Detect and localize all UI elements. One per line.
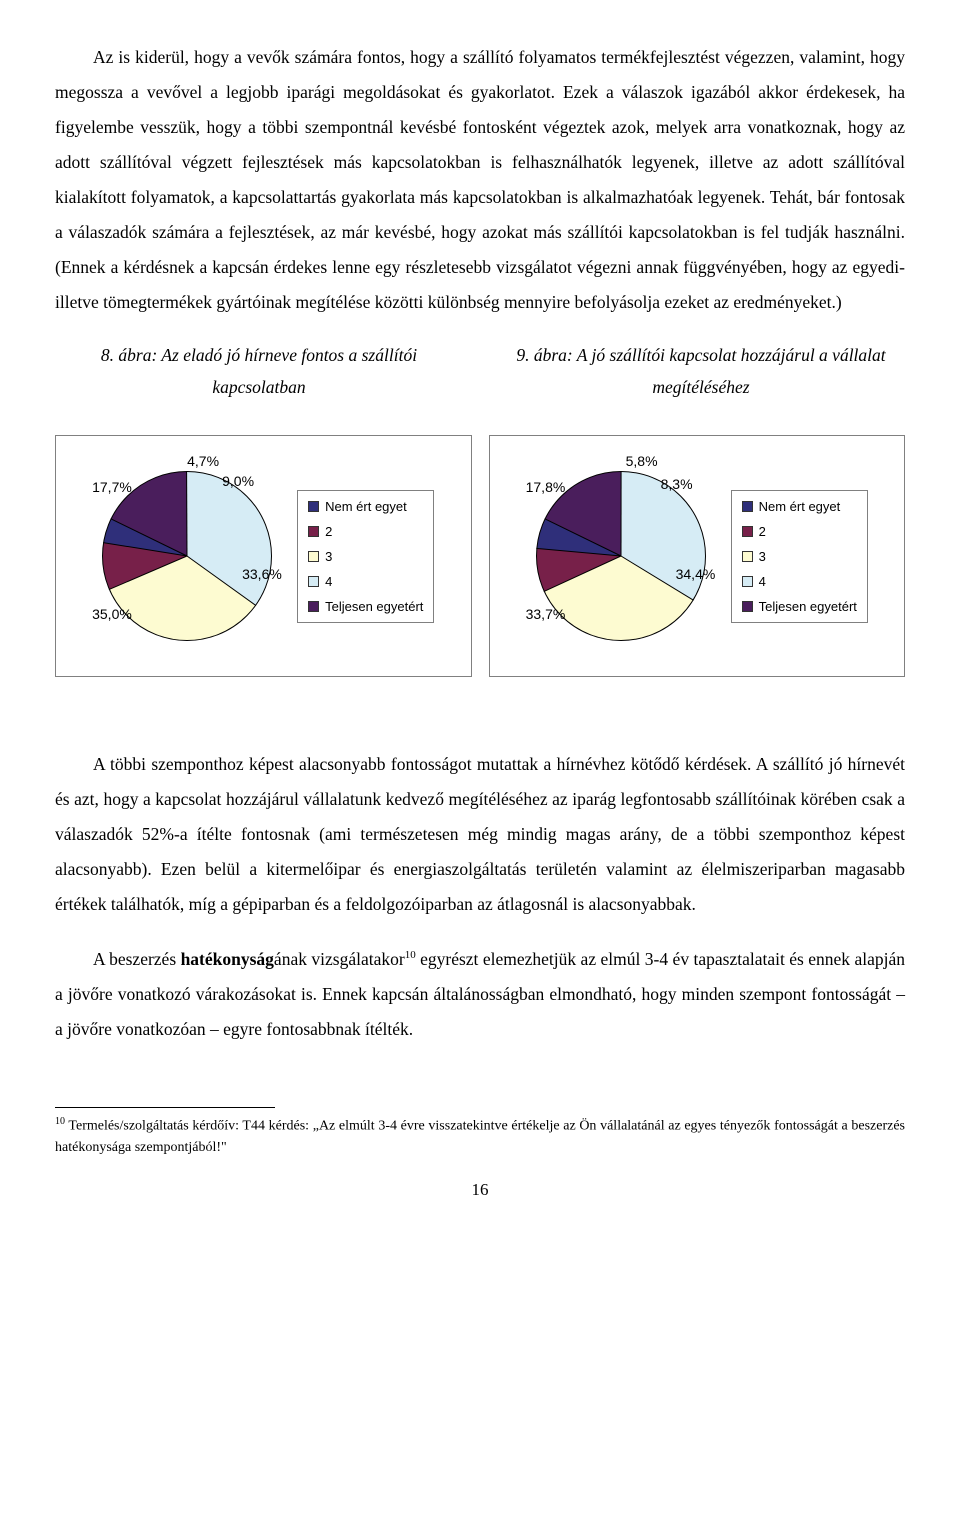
legend-swatch bbox=[308, 601, 319, 612]
pie-chart-9: 17,8% 5,8% 8,3% 34,4% 33,7% bbox=[526, 461, 716, 651]
p3-part-a: A beszerzés bbox=[93, 949, 181, 969]
p3-part-c: ának vizsgálatakor bbox=[274, 949, 405, 969]
legend-swatch bbox=[308, 501, 319, 512]
legend-label: Teljesen egyetért bbox=[325, 599, 423, 614]
legend-label: 4 bbox=[759, 574, 766, 589]
legend-item: 3 bbox=[742, 549, 857, 564]
p3-bold: hatékonyság bbox=[181, 949, 274, 969]
legend-item: Teljesen egyetért bbox=[308, 599, 423, 614]
legend-item: 2 bbox=[742, 524, 857, 539]
legend-label: Nem ért egyet bbox=[759, 499, 841, 514]
legend-swatch bbox=[308, 576, 319, 587]
legend-swatch bbox=[742, 601, 753, 612]
body-paragraph-2: A többi szemponthoz képest alacsonyabb f… bbox=[55, 747, 905, 922]
pie9-label-2: 8,3% bbox=[661, 476, 693, 492]
legend-swatch bbox=[742, 501, 753, 512]
figure-9-caption: 9. ábra: A jó szállítói kapcsolat hozzáj… bbox=[497, 340, 905, 403]
pie8-label-0: 17,7% bbox=[92, 479, 132, 495]
pie8-label-2: 9,0% bbox=[222, 473, 254, 489]
legend-item: Nem ért egyet bbox=[742, 499, 857, 514]
legend-item: 3 bbox=[308, 549, 423, 564]
legend-swatch bbox=[742, 526, 753, 537]
legend-label: 3 bbox=[759, 549, 766, 564]
legend-item: Teljesen egyetért bbox=[742, 599, 857, 614]
figure-8-caption: 8. ábra: Az eladó jó hírneve fontos a sz… bbox=[55, 340, 463, 403]
legend-label: 4 bbox=[325, 574, 332, 589]
charts-row: 17,7% 4,7% 9,0% 33,6% 35,0% Nem ért egye… bbox=[55, 425, 905, 687]
pie9-label-1: 5,8% bbox=[626, 453, 658, 469]
legend-label: 3 bbox=[325, 549, 332, 564]
legend-item: Nem ért egyet bbox=[308, 499, 423, 514]
footnote-number: 10 bbox=[55, 1116, 65, 1127]
figure-8-box: 17,7% 4,7% 9,0% 33,6% 35,0% Nem ért egye… bbox=[55, 435, 472, 677]
body-paragraph-1: Az is kiderül, hogy a vevők számára font… bbox=[55, 40, 905, 320]
legend-item: 4 bbox=[742, 574, 857, 589]
footnote-text: Termelés/szolgáltatás kérdőív: T44 kérdé… bbox=[55, 1119, 905, 1155]
pie-chart-8: 17,7% 4,7% 9,0% 33,6% 35,0% bbox=[92, 461, 282, 651]
body-paragraph-3: A beszerzés hatékonyságának vizsgálatako… bbox=[55, 942, 905, 1047]
pie8-label-3: 33,6% bbox=[242, 566, 282, 582]
pie9-label-0: 17,8% bbox=[526, 479, 566, 495]
footnote-10: 10 Termelés/szolgáltatás kérdőív: T44 ké… bbox=[55, 1114, 905, 1158]
legend-item: 2 bbox=[308, 524, 423, 539]
legend-9: Nem ért egyet 2 3 4 Teljesen egyetért bbox=[731, 490, 868, 623]
footnote-separator bbox=[55, 1107, 275, 1108]
legend-label: 2 bbox=[759, 524, 766, 539]
legend-swatch bbox=[308, 526, 319, 537]
legend-label: Teljesen egyetért bbox=[759, 599, 857, 614]
page-number: 16 bbox=[55, 1180, 905, 1200]
legend-swatch bbox=[742, 576, 753, 587]
legend-swatch bbox=[742, 551, 753, 562]
figure-9-box: 17,8% 5,8% 8,3% 34,4% 33,7% Nem ért egye… bbox=[489, 435, 906, 677]
legend-8: Nem ért egyet 2 3 4 Teljesen egyetért bbox=[297, 490, 434, 623]
footnote-ref-10: 10 bbox=[405, 949, 416, 961]
pie9-label-3: 34,4% bbox=[676, 566, 716, 582]
pie8-label-1: 4,7% bbox=[187, 453, 219, 469]
legend-label: Nem ért egyet bbox=[325, 499, 407, 514]
pie8-label-4: 35,0% bbox=[92, 606, 132, 622]
legend-swatch bbox=[308, 551, 319, 562]
pie9-label-4: 33,7% bbox=[526, 606, 566, 622]
legend-label: 2 bbox=[325, 524, 332, 539]
legend-item: 4 bbox=[308, 574, 423, 589]
figure-caption-row: 8. ábra: Az eladó jó hírneve fontos a sz… bbox=[55, 340, 905, 403]
